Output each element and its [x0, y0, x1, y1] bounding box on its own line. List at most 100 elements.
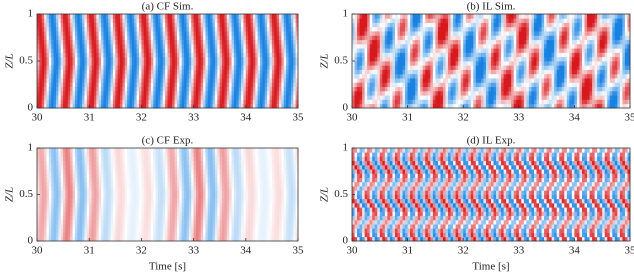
heatmap-cell	[215, 52, 218, 57]
heatmap-cell	[514, 23, 517, 28]
heatmap-cell	[127, 14, 130, 19]
heatmap-cell	[499, 48, 502, 53]
heatmap-cell	[262, 82, 265, 87]
heatmap-cell	[286, 48, 289, 53]
heatmap-cell	[420, 18, 423, 23]
heatmap-cell	[58, 52, 61, 57]
heatmap-cell	[37, 74, 40, 79]
heatmap-cell	[213, 40, 216, 45]
heatmap-cell	[215, 70, 218, 75]
heatmap-cell	[84, 91, 87, 96]
heatmap-cell	[208, 91, 211, 96]
heatmap-cell	[428, 74, 431, 79]
heatmap-cell	[577, 91, 580, 96]
heatmap-cell	[229, 48, 232, 53]
heatmap-cell	[96, 48, 99, 53]
heatmap-cell	[253, 57, 256, 62]
heatmap-cell	[385, 31, 388, 36]
heatmap-cell	[182, 57, 185, 62]
heatmap-cell	[552, 57, 555, 62]
heatmap-cell	[170, 74, 173, 79]
heatmap-cell	[501, 61, 504, 66]
heatmap-cell	[179, 23, 182, 28]
heatmap-cell	[87, 44, 90, 49]
heatmap-cell	[234, 52, 237, 57]
heatmap-cell	[567, 23, 570, 28]
heatmap-cell	[87, 61, 90, 66]
heatmap-cell	[80, 23, 83, 28]
heatmap-cell	[531, 31, 534, 36]
heatmap-cell	[425, 70, 428, 75]
heatmap-cell	[607, 27, 610, 32]
heatmap-cell	[405, 52, 408, 57]
heatmap-cell	[186, 74, 189, 79]
heatmap-cell	[172, 40, 175, 45]
heatmap-cell	[448, 27, 451, 32]
heatmap-cell	[77, 82, 80, 87]
heatmap-cell	[483, 23, 486, 28]
heatmap-cell	[165, 48, 168, 53]
heatmap-cell	[210, 91, 213, 96]
heatmap-cell	[255, 23, 258, 28]
heatmap-cell	[615, 57, 618, 62]
heatmap-cell	[73, 35, 76, 40]
heatmap-cell	[509, 31, 512, 36]
heatmap-cell	[506, 57, 509, 62]
heatmap-cell	[408, 52, 411, 57]
heatmap-cell	[255, 57, 258, 62]
heatmap-cell	[96, 52, 99, 57]
heatmap-cell	[73, 91, 76, 96]
heatmap-cell	[73, 78, 76, 83]
heatmap-cell	[410, 35, 413, 40]
heatmap-cell	[189, 82, 192, 87]
heatmap-cell	[134, 48, 137, 53]
heatmap-cell	[607, 65, 610, 70]
heatmap-cell	[56, 18, 59, 23]
heatmap-cell	[208, 57, 211, 62]
heatmap-cell	[239, 99, 242, 104]
heatmap-cell	[89, 52, 92, 57]
heatmap-cell	[196, 44, 199, 49]
heatmap-cell	[92, 61, 95, 66]
heatmap-cell	[597, 61, 600, 66]
heatmap-cell	[63, 78, 66, 83]
heatmap-cell	[243, 74, 246, 79]
heatmap-cell	[198, 95, 201, 100]
heatmap-cell	[243, 52, 246, 57]
heatmap-cell	[590, 40, 593, 45]
heatmap-cell	[201, 87, 204, 92]
heatmap-cell	[68, 18, 71, 23]
heatmap-cell	[425, 14, 428, 19]
heatmap-cell	[562, 78, 565, 83]
heatmap-cell	[488, 18, 491, 23]
heatmap-cell	[37, 199, 40, 204]
heatmap-cell	[574, 14, 577, 19]
heatmap-cell	[478, 74, 481, 79]
heatmap-cell	[101, 57, 104, 62]
heatmap-cell	[77, 40, 80, 45]
heatmap-cell	[186, 78, 189, 83]
heatmap-cell	[103, 31, 106, 36]
heatmap-cell	[246, 40, 249, 45]
heatmap-cell	[118, 48, 121, 53]
heatmap-cell	[423, 74, 426, 79]
heatmap-cell	[144, 14, 147, 19]
heatmap-cell	[113, 44, 116, 49]
heatmap-cell	[118, 18, 121, 23]
heatmap-cell	[539, 40, 542, 45]
heatmap-cell	[234, 78, 237, 83]
heatmap-cell	[587, 95, 590, 100]
heatmap-cell	[243, 57, 246, 62]
heatmap-cell	[542, 99, 545, 104]
heatmap-cell	[531, 48, 534, 53]
heatmap-cell	[203, 14, 206, 19]
heatmap-cell	[547, 82, 550, 87]
heatmap-cell	[592, 95, 595, 100]
heatmap-cell	[274, 57, 277, 62]
heatmap-cell	[542, 31, 545, 36]
heatmap-cell	[516, 74, 519, 79]
heatmap-cell	[217, 82, 220, 87]
heatmap-cell	[44, 195, 47, 200]
heatmap-cell	[175, 23, 178, 28]
heatmap-cell	[96, 18, 99, 23]
